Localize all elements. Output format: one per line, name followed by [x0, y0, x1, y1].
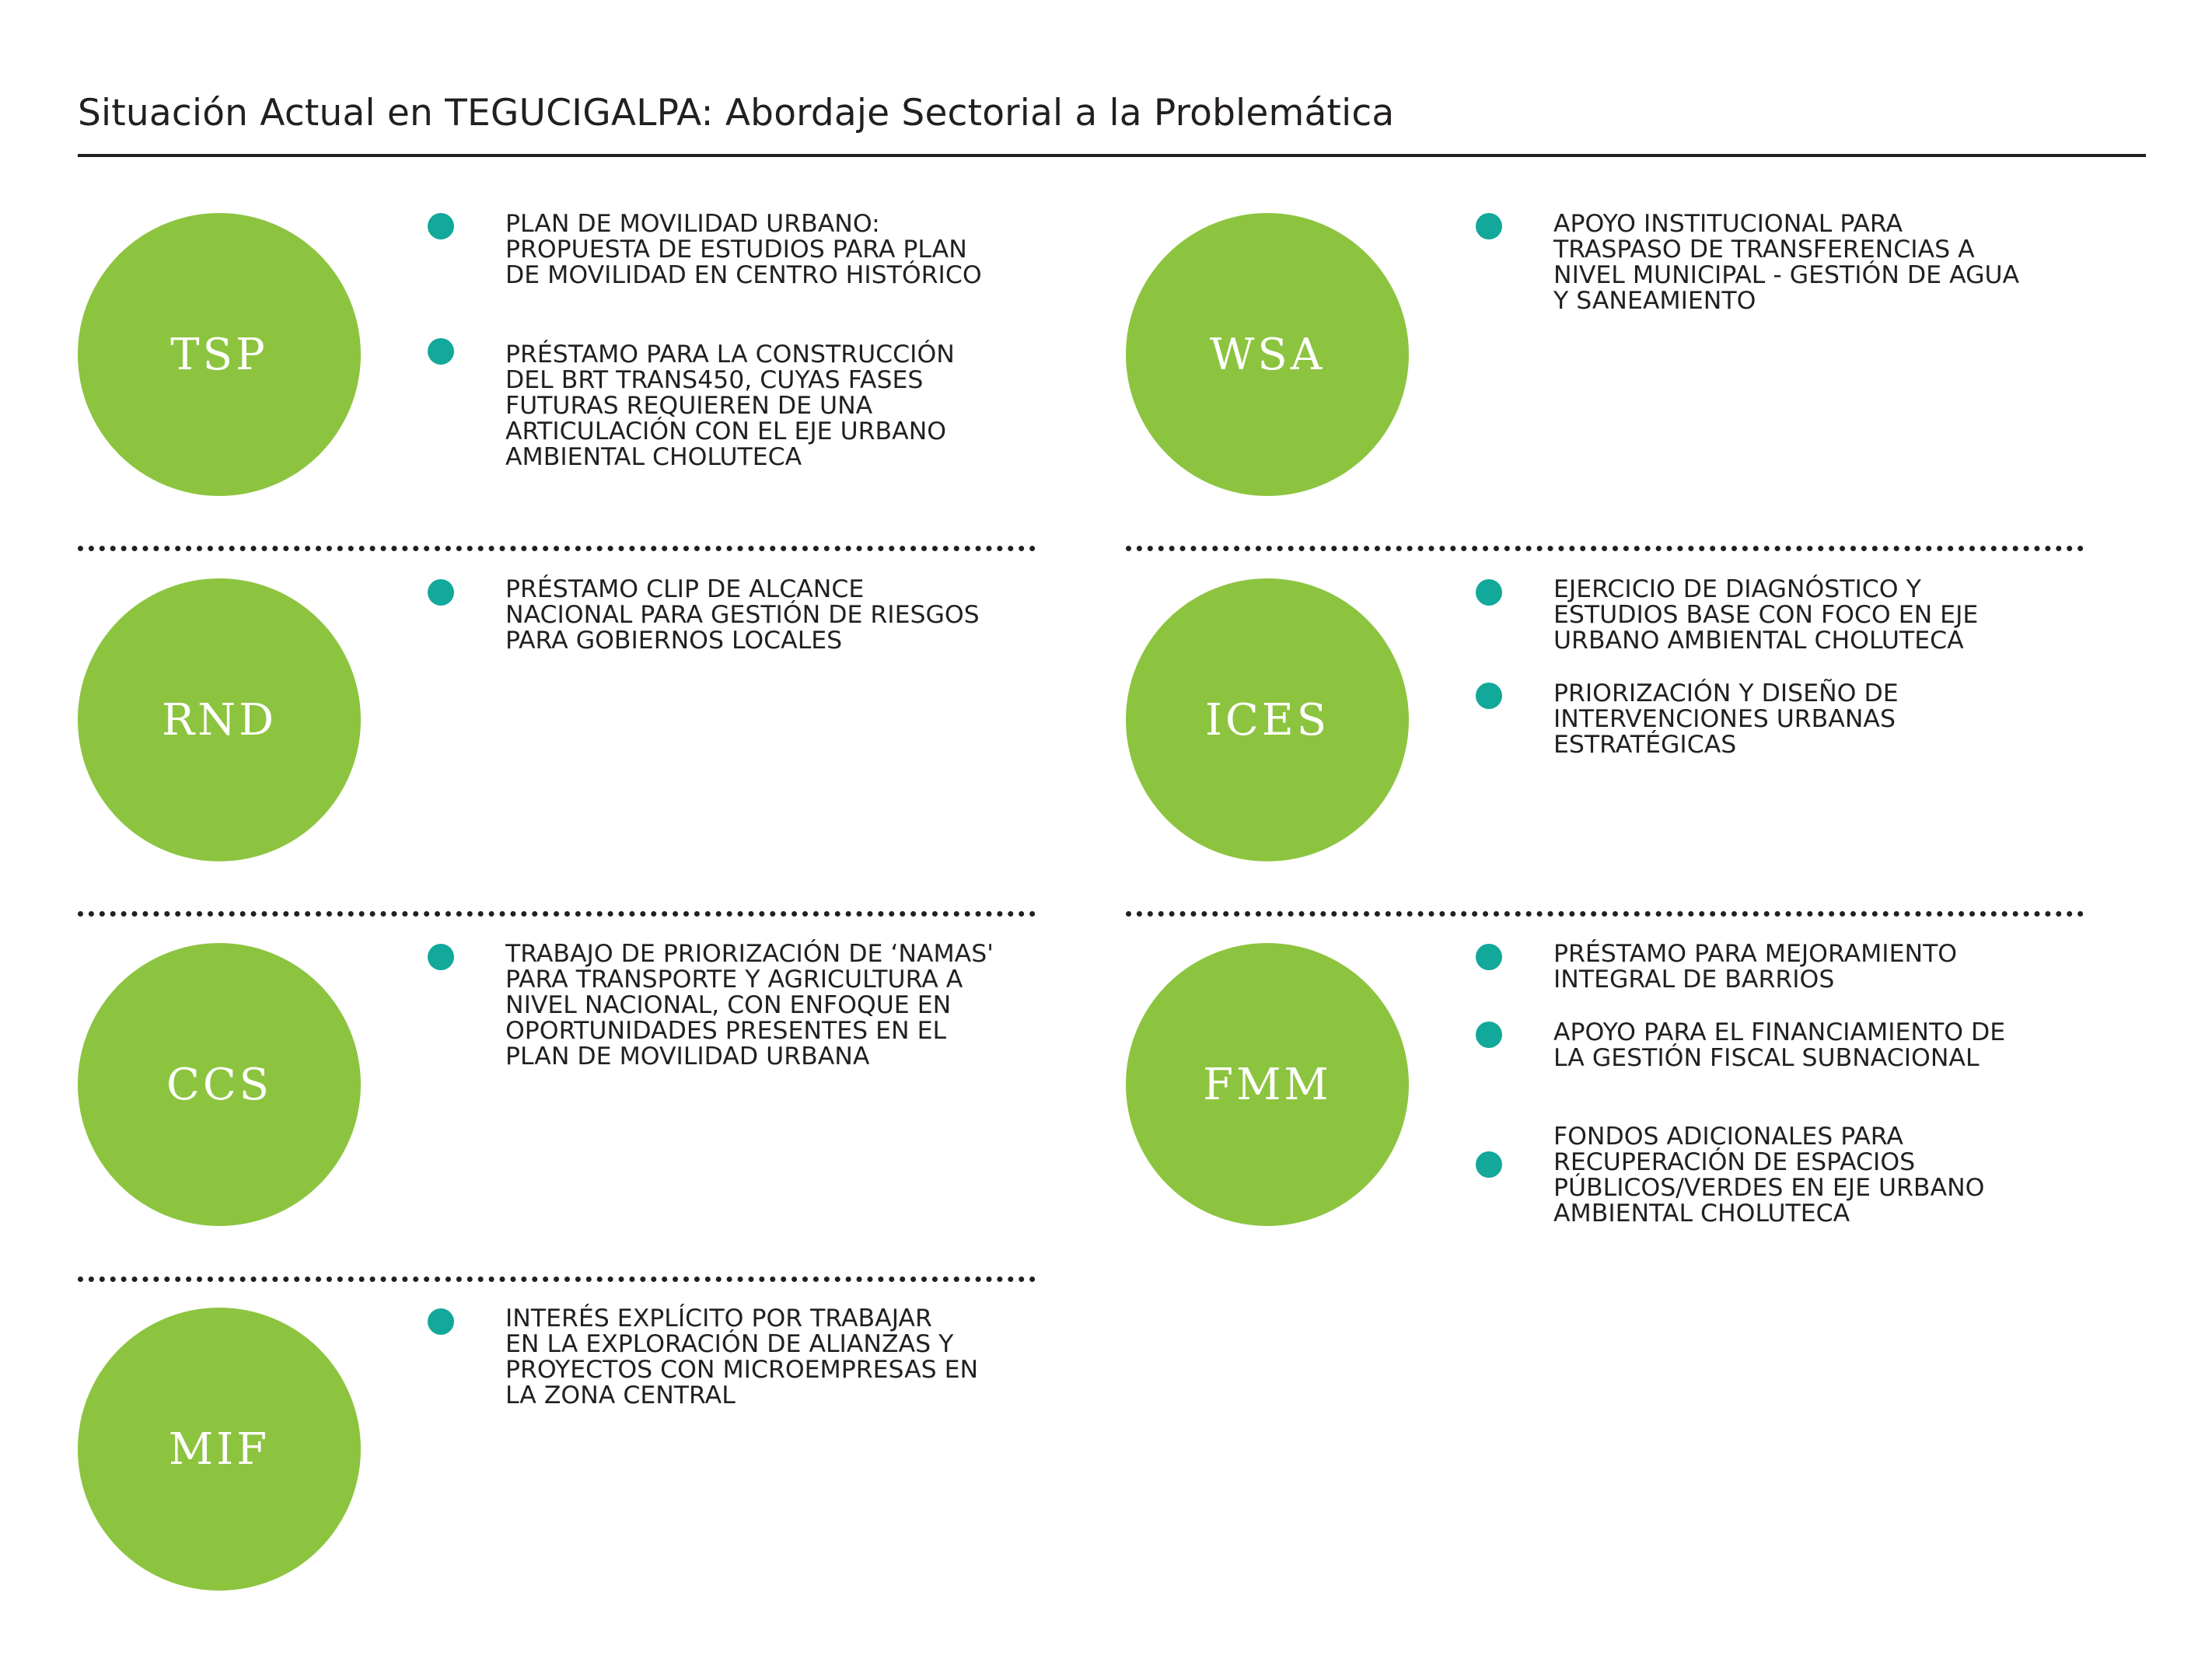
bullet-dot — [1476, 213, 1502, 239]
sector-label-mif: MIF — [168, 1423, 271, 1475]
bullet-dot — [428, 944, 454, 970]
sector-item-ices-2: PRIORIZACIÓN Y DISEÑO DE INTERVENCIONES … — [1553, 679, 1899, 759]
sector-item-ccs-1: TRABAJO DE PRIORIZACIÓN DE ‘NAMAS' PARA … — [505, 940, 994, 1070]
sector-circle-rnd: RND — [78, 578, 361, 861]
sector-circle-fmm: FMM — [1126, 943, 1409, 1226]
sector-label-rnd: RND — [161, 694, 278, 746]
sector-circle-ices: ICES — [1126, 578, 1409, 861]
bullet-dot — [1476, 944, 1502, 970]
bullet-dot — [428, 1308, 454, 1335]
sector-item-wsa-1: APOYO INSTITUCIONAL PARA TRASPASO DE TRA… — [1553, 210, 2020, 315]
sector-item-tsp-1: PLAN DE MOVILIDAD URBANO: PROPUESTA DE E… — [505, 210, 982, 289]
sector-item-fmm-1: PRÉSTAMO PARA MEJORAMIENTO INTEGRAL DE B… — [1553, 940, 1958, 994]
sector-item-tsp-2: PRÉSTAMO PARA LA CONSTRUCCIÓN DEL BRT TR… — [505, 341, 955, 471]
sector-item-rnd-1: PRÉSTAMO CLIP DE ALCANCE NACIONAL PARA G… — [505, 575, 980, 655]
sector-label-tsp: TSP — [170, 329, 268, 380]
sector-item-fmm-3: FONDOS ADICIONALES PARA RECUPERACIÓN DE … — [1553, 1123, 1985, 1228]
section-divider — [78, 911, 1036, 917]
sector-circle-mif: MIF — [78, 1308, 361, 1591]
section-divider — [78, 1277, 1036, 1282]
sector-item-mif-1: INTERÉS EXPLÍCITO POR TRABAJAR EN LA EXP… — [505, 1304, 979, 1409]
sector-label-fmm: FMM — [1203, 1059, 1332, 1110]
bullet-dot — [428, 338, 454, 365]
bullet-dot — [1476, 683, 1502, 709]
sector-label-wsa: WSA — [1209, 329, 1326, 380]
sector-circle-wsa: WSA — [1126, 213, 1409, 496]
bullet-dot — [1476, 1151, 1502, 1178]
bullet-dot — [428, 579, 454, 606]
sector-label-ices: ICES — [1204, 694, 1330, 746]
page-title: Situación Actual en TEGUCIGALPA: Abordaj… — [78, 92, 1395, 134]
sector-circle-ccs: CCS — [78, 943, 361, 1226]
title-underline — [78, 154, 2146, 157]
section-divider — [1126, 546, 2084, 551]
bullet-dot — [1476, 1022, 1502, 1048]
section-divider — [78, 546, 1036, 551]
sector-circle-tsp: TSP — [78, 213, 361, 496]
sector-label-ccs: CCS — [166, 1059, 273, 1110]
bullet-dot — [1476, 579, 1502, 606]
bullet-dot — [428, 213, 454, 239]
section-divider — [1126, 911, 2084, 917]
sector-item-fmm-2: APOYO PARA EL FINANCIAMIENTO DE LA GESTI… — [1553, 1018, 2006, 1072]
sector-item-ices-1: EJERCICIO DE DIAGNÓSTICO Y ESTUDIOS BASE… — [1553, 575, 1979, 655]
